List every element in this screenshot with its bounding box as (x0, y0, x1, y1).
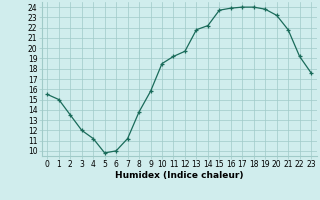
X-axis label: Humidex (Indice chaleur): Humidex (Indice chaleur) (115, 171, 244, 180)
